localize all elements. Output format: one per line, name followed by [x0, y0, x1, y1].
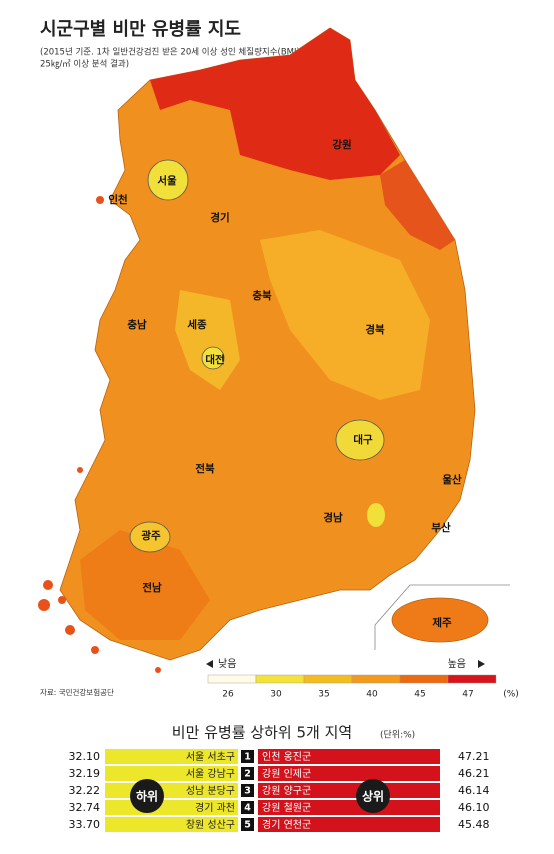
legend: 낮음 높음 26 30 35 40 45 47 (%) — [206, 658, 519, 700]
high-value: 45.48 — [458, 818, 490, 831]
rank: 1 — [244, 752, 251, 763]
legend-swatch — [399, 674, 449, 684]
title: 시군구별 비만 유병률 지도 — [40, 19, 241, 40]
rank: 3 — [244, 786, 251, 797]
region-label: 부산 — [431, 521, 451, 534]
low-value: 33.70 — [69, 818, 101, 831]
high-area — [150, 28, 400, 180]
legend-low: 낮음 — [218, 658, 236, 670]
rank: 2 — [244, 769, 251, 780]
jeju — [391, 597, 489, 643]
high-value: 46.14 — [458, 784, 490, 797]
high-bar — [258, 749, 440, 764]
low-region: 서울 강남구 — [186, 768, 235, 780]
legend-unit: (%) — [503, 690, 519, 700]
legend-swatch — [447, 674, 497, 684]
legend-tick-label: 45 — [414, 690, 425, 700]
rank-box — [241, 767, 254, 780]
mid-area — [80, 530, 210, 640]
low-bar — [105, 766, 238, 781]
legend-tick-label: 30 — [270, 690, 282, 700]
high-region: 강원 철원군 — [262, 802, 311, 814]
region-label: 경북 — [365, 323, 385, 336]
low-region: 서울 서초구 — [186, 751, 235, 763]
legend-swatch — [255, 674, 305, 684]
region-label: 전남 — [142, 581, 162, 594]
region-label: 광주 — [141, 530, 161, 542]
high-value: 47.21 — [458, 750, 490, 763]
subtitle: (2015년 기준. 1차 일반건강검진 받은 20세 이상 성인 체질량지수(… — [40, 47, 300, 58]
mid-area — [260, 230, 430, 400]
high-region: 강원 양구군 — [262, 785, 311, 797]
low-value: 32.19 — [69, 767, 101, 780]
high-bar — [258, 766, 440, 781]
legend-high: 높음 — [448, 658, 466, 670]
high-bar — [258, 817, 440, 832]
rank-box — [241, 784, 254, 797]
low-value: 32.10 — [69, 750, 101, 763]
high-bar — [258, 783, 440, 798]
top-badge — [356, 779, 390, 813]
region-label: 충남 — [127, 318, 147, 331]
region-label: 전북 — [195, 462, 215, 475]
changwon-area — [367, 503, 385, 527]
high-area — [380, 160, 455, 250]
region-label: 대전 — [205, 353, 224, 366]
top-label: 상위 — [362, 789, 384, 804]
low-bar — [105, 817, 238, 832]
region-label: 경남 — [323, 511, 343, 524]
rank-box — [241, 750, 254, 763]
legend-swatch — [351, 674, 401, 684]
low-value: 32.74 — [69, 801, 101, 814]
region-label: 서울 — [157, 174, 177, 187]
region-label: 충북 — [252, 289, 272, 302]
region-label: 경기 — [210, 211, 229, 224]
low-region: 성남 분당구 — [186, 785, 235, 797]
high-region: 강원 인제군 — [262, 768, 311, 780]
high-bar — [258, 800, 440, 815]
legend-tick-label: 35 — [318, 690, 329, 700]
rank: 5 — [244, 820, 251, 831]
region-label: 인천 — [108, 193, 127, 206]
region-label: 세종 — [187, 318, 207, 331]
bottom-badge — [130, 779, 164, 813]
islands — [38, 196, 161, 673]
ranking-table: 비만 유병률 상하위 5개 지역 (단위:%) 32.10 서울 서초구 1 인천 옹… — [69, 724, 490, 832]
arrow — [478, 660, 485, 668]
low-region: 창원 성산구 — [186, 819, 235, 831]
gwangju-area — [129, 521, 171, 553]
high-value: 46.10 — [458, 801, 490, 814]
seoul-area — [147, 159, 189, 201]
region-label: 강원 — [332, 138, 351, 151]
legend-tick-label: 26 — [222, 690, 234, 700]
low-region: 경기 과천 — [195, 801, 235, 814]
region-label: 대구 — [353, 433, 373, 446]
rank: 4 — [244, 803, 251, 814]
subtitle: 25㎏/㎡ 이상 분석 결과) — [40, 59, 129, 70]
low-value: 32.22 — [69, 784, 101, 797]
daegu-area — [335, 419, 385, 461]
high-value: 46.21 — [458, 767, 490, 780]
table-title: 비만 유병률 상하위 5개 지역 — [172, 724, 352, 742]
legend-tick-label: 47 — [462, 690, 473, 700]
legend-swatch — [303, 674, 353, 684]
bottom-label: 하위 — [136, 789, 158, 804]
rank-box — [241, 818, 254, 831]
rank-box — [241, 801, 254, 814]
high-region: 경기 연천군 — [262, 818, 311, 831]
arrow — [206, 660, 213, 668]
region-label: 울산 — [442, 473, 462, 486]
source: 자료: 국민건강보험공단 — [40, 687, 114, 697]
table-unit: (단위:%) — [380, 730, 415, 741]
legend-swatch — [207, 674, 257, 684]
high-region: 인천 옹진군 — [262, 751, 311, 763]
legend-tick-label: 40 — [366, 690, 378, 700]
low-bar — [105, 749, 238, 764]
daejeon-area — [201, 346, 225, 370]
jeju-inset-frame — [374, 584, 510, 650]
mid-area — [175, 290, 240, 390]
region-label: 제주 — [432, 616, 452, 629]
